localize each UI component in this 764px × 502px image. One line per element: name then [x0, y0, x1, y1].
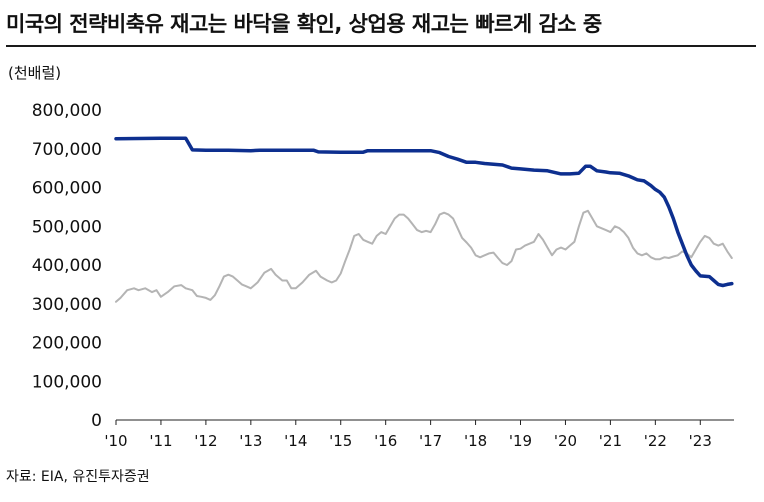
x-tick-label: '15: [329, 432, 352, 450]
y-tick-label: 500,000: [32, 217, 102, 237]
x-tick-label: '10: [104, 432, 127, 450]
x-tick-label: '22: [644, 432, 667, 450]
x-ticks: '10 '11 '12 '13 '14 '15 '16 '17 '18 '19 '20 '21 '22 '…: [104, 420, 712, 450]
y-tick-label: 400,000: [32, 256, 102, 276]
y-tick-label: 800,000: [32, 101, 102, 121]
x-tick-label: '12: [194, 432, 217, 450]
y-tick-label: 700,000: [32, 140, 102, 160]
y-tick-label: 200,000: [32, 334, 102, 354]
series-line-blue: [114, 136, 734, 288]
source-note: 자료: EIA, 유진투자증권: [6, 469, 150, 485]
series-line-gray: [115, 209, 733, 303]
x-tick-label: '18: [464, 432, 487, 450]
x-tick-label: '17: [419, 432, 442, 450]
y-tick-label: 300,000: [32, 295, 102, 315]
title-rule: [6, 45, 756, 47]
x-tick-label: '20: [554, 432, 577, 450]
y-tick-label: 100,000: [32, 372, 102, 392]
x-tick-label: '21: [599, 432, 622, 450]
x-tick-label: '19: [509, 432, 532, 450]
x-tick-label: '16: [374, 432, 397, 450]
unit-label: (천배럴): [8, 64, 62, 82]
chart-title: 미국의 전략비축유 재고는 바닥을 확인, 상업용 재고는 빠르게 감소 중: [6, 12, 602, 36]
y-tick-label: 0: [91, 411, 102, 431]
y-tick-label: 600,000: [32, 179, 102, 199]
series-lines: [114, 136, 734, 303]
y-ticks: 0 100,000 200,000 300,000 400,000 500,000 600,…: [32, 101, 102, 431]
x-tick-label: '23: [689, 432, 712, 450]
x-tick-label: '11: [149, 432, 172, 450]
x-tick-label: '14: [284, 432, 307, 450]
x-tick-label: '13: [239, 432, 262, 450]
